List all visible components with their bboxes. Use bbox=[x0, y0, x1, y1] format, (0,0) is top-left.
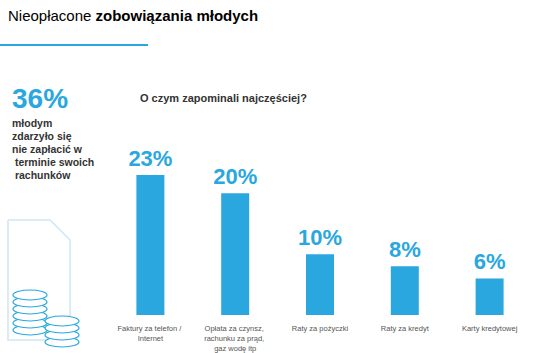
svg-text:rachunku za prąd,: rachunku za prąd, bbox=[204, 334, 266, 343]
svg-text:20%: 20% bbox=[213, 164, 257, 189]
svg-text:Nieopłacone: Nieopłacone bbox=[8, 7, 96, 24]
svg-text:Opłata za czynsz,: Opłata za czynsz, bbox=[205, 324, 266, 333]
svg-text:10%: 10% bbox=[298, 225, 342, 250]
svg-text:Raty za pożyczki: Raty za pożyczki bbox=[292, 324, 349, 333]
svg-text:6%: 6% bbox=[474, 249, 506, 274]
svg-text:zdarzyło się: zdarzyło się bbox=[12, 130, 74, 142]
svg-text:Faktury za telefon /: Faktury za telefon / bbox=[117, 324, 183, 333]
svg-text:nie zapłacić w: nie zapłacić w bbox=[12, 143, 83, 155]
svg-text:Internet: Internet bbox=[138, 334, 164, 343]
svg-text:8%: 8% bbox=[389, 237, 421, 262]
svg-text:36%: 36% bbox=[12, 83, 68, 114]
svg-text:Raty za kredyt: Raty za kredyt bbox=[381, 324, 430, 333]
svg-text:O czym zapominali najczęściej?: O czym zapominali najczęściej? bbox=[140, 92, 307, 104]
svg-text:Karty kredytowej: Karty kredytowej bbox=[462, 324, 518, 333]
svg-text:młodym: młodym bbox=[12, 117, 55, 129]
svg-text:rachunków: rachunków bbox=[12, 169, 71, 181]
svg-text:gaz wodę itp: gaz wodę itp bbox=[214, 344, 256, 353]
svg-text:zobowiązania młodych: zobowiązania młodych bbox=[96, 7, 259, 24]
svg-text:23%: 23% bbox=[128, 146, 172, 171]
svg-text:terminie swoich: terminie swoich bbox=[12, 156, 94, 168]
